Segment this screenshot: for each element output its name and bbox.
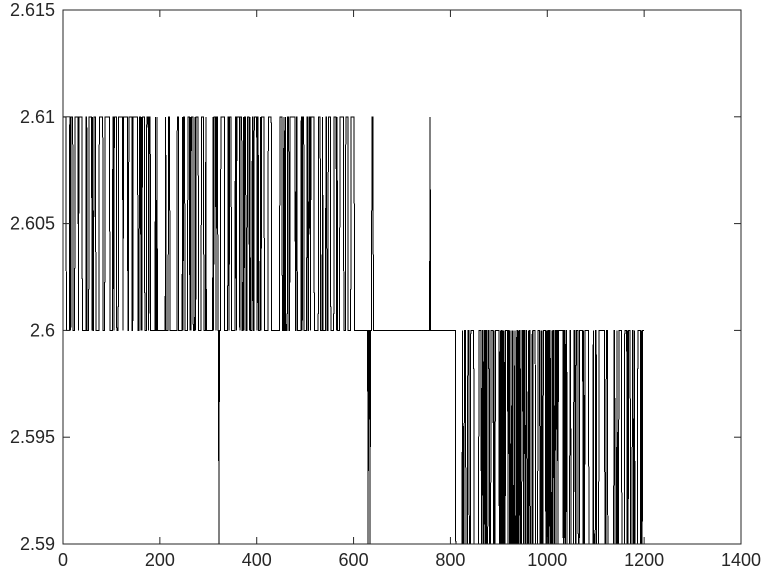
axes-box: [62, 9, 742, 545]
axes: [62, 9, 742, 545]
x-tick-label: 800: [435, 550, 465, 570]
x-tick-label: 1000: [527, 550, 567, 570]
x-tick-label: 400: [242, 550, 272, 570]
x-tick-label: 1200: [624, 550, 664, 570]
x-tick-label: 1400: [721, 550, 761, 570]
y-tick-label: 2.595: [10, 427, 55, 447]
y-tick-label: 2.615: [10, 0, 55, 20]
series-layer: [63, 116, 645, 545]
x-tick-label: 0: [58, 550, 68, 570]
y-tick-label: 2.605: [10, 214, 55, 234]
series-line: [63, 116, 645, 545]
x-tick-label: 600: [339, 550, 369, 570]
plot-background: [63, 10, 741, 544]
y-tick-label: 2.61: [20, 107, 55, 127]
tick-marks: [62, 9, 742, 545]
y-tick-label: 2.59: [20, 534, 55, 554]
plot-area: [63, 10, 741, 544]
tick-labels: 0 200 400 600 800 1000 1200 1400 2.59 2.595 2.6 2.6…: [10, 0, 761, 570]
y-tick-label: 2.6: [30, 320, 55, 340]
x-tick-label: 200: [145, 550, 175, 570]
